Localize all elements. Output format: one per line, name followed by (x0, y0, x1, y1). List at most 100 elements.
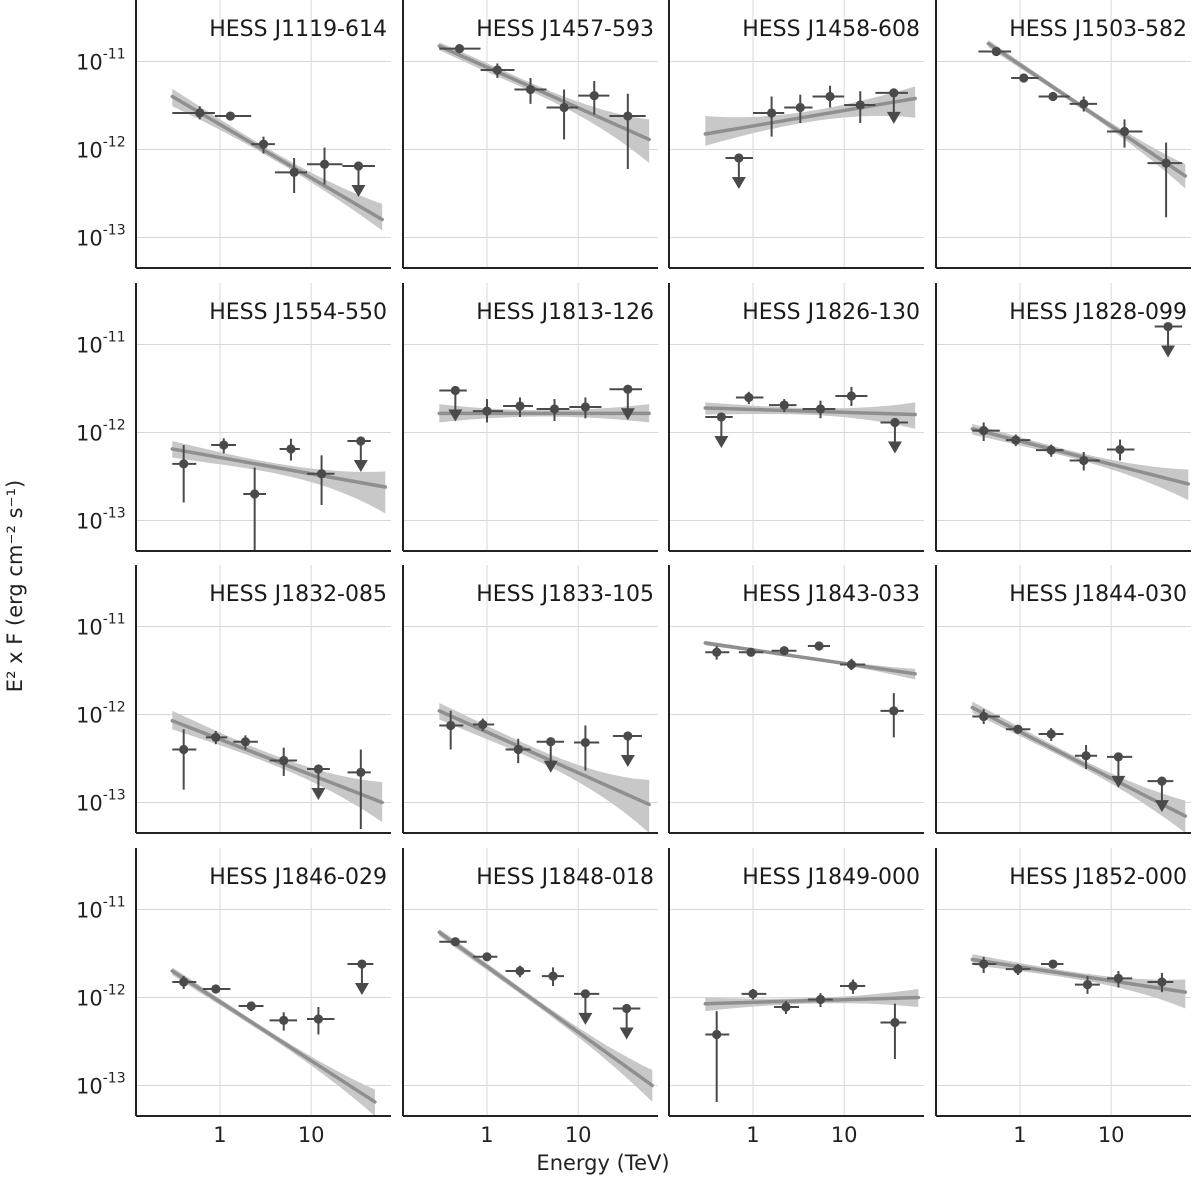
panel-title: HESS J1848-018 (476, 865, 654, 890)
data-point (515, 401, 525, 411)
data-point (622, 1003, 632, 1014)
data-point (1079, 99, 1089, 109)
data-point (548, 971, 558, 981)
data-point (781, 1002, 791, 1012)
data-point (1019, 73, 1029, 83)
y-axis-label: E² x F (erg cm⁻² s⁻¹) (3, 480, 27, 692)
data-point (748, 989, 758, 999)
upper-limit-arrow (354, 983, 369, 996)
data-point (478, 719, 488, 730)
fit-confidence-band (172, 710, 383, 822)
data-point (1082, 980, 1093, 990)
data-point (353, 161, 364, 171)
data-point (580, 737, 591, 748)
data-point (258, 139, 269, 149)
y-tick-label: 10-11 (76, 330, 126, 358)
data-point (279, 755, 289, 766)
panel-title: HESS J1119-614 (209, 17, 387, 42)
data-point (979, 711, 989, 722)
panel-title: HESS J1828-099 (1009, 300, 1187, 325)
data-point (316, 469, 327, 479)
fit-line (170, 969, 377, 1104)
y-tick-label: 10-12 (76, 134, 126, 162)
data-point (889, 88, 899, 98)
upper-limit-arrow (620, 754, 635, 767)
panel-title: HESS J1813-126 (476, 300, 654, 325)
panel: HESS J1828-099 (935, 283, 1191, 552)
fit-line (986, 41, 1188, 178)
data-point (890, 417, 900, 428)
data-point (195, 108, 205, 118)
data-point (744, 392, 754, 403)
panel: HESS J1554-550 10-11 10-12 10-13 (76, 283, 391, 552)
panel: HESS J1826-130 (668, 283, 924, 552)
y-tick-label: 10-13 (76, 1070, 126, 1098)
data-point (1113, 752, 1124, 762)
y-tick-label: 10-12 (76, 982, 126, 1010)
data-point (890, 1017, 900, 1028)
data-point (246, 1001, 256, 1011)
data-point (546, 737, 556, 747)
data-point (846, 391, 857, 401)
panel: HESS J1503-582 (935, 0, 1191, 269)
y-tick-label: 10-13 (76, 787, 126, 815)
data-point (855, 100, 865, 110)
fit-confidence-band (172, 441, 386, 514)
data-point (482, 406, 492, 416)
data-point (515, 966, 525, 976)
data-point (1119, 126, 1130, 137)
data-point (795, 102, 805, 113)
upper-limit-arrow (543, 760, 558, 773)
fit-line (703, 96, 917, 136)
upper-limit-arrow (714, 436, 729, 448)
data-point (357, 959, 367, 969)
data-point (179, 744, 189, 755)
x-tick-label: 1 (1013, 1123, 1026, 1147)
data-point (1048, 959, 1058, 969)
data-point (623, 384, 633, 394)
data-point (356, 767, 366, 777)
data-point (716, 412, 726, 422)
data-point (623, 111, 633, 121)
x-tick-label: 10 (298, 1123, 325, 1147)
panel: HESS J1813-126 (402, 283, 658, 552)
data-point (1011, 435, 1021, 445)
data-point (1048, 91, 1058, 102)
y-tick-label: 10-12 (76, 417, 126, 445)
upper-limit-arrow (1111, 775, 1126, 788)
fit-line (170, 94, 384, 222)
upper-limit-arrow (353, 460, 368, 473)
data-point (846, 659, 857, 670)
x-tick-label: 1 (480, 1123, 493, 1147)
panel-title: HESS J1844-030 (1009, 582, 1187, 607)
upper-limit-arrow (887, 441, 902, 454)
panel: HESS J1849-000 1 10 (668, 848, 924, 1147)
data-point (779, 646, 789, 656)
data-point (712, 647, 722, 657)
panel: HESS J1458-608 (668, 0, 924, 269)
panel-title: HESS J1503-582 (1009, 17, 1187, 42)
data-point (319, 159, 330, 169)
data-point (589, 90, 599, 101)
x-tick-label: 10 (831, 1123, 858, 1147)
panel-title: HESS J1458-608 (742, 17, 920, 42)
data-point (1163, 321, 1173, 332)
data-point (525, 84, 536, 95)
upper-limit-arrow (731, 177, 746, 190)
fit-line (703, 995, 921, 1006)
fit-line (970, 705, 1188, 818)
fit-confidence-band (705, 402, 916, 429)
upper-limit-arrow (311, 788, 326, 801)
data-point (1013, 964, 1023, 974)
fit-line (170, 718, 384, 805)
fit-confidence-band (439, 42, 650, 164)
data-point (559, 102, 569, 113)
panel: HESS J1832-085 10-11 10-12 10-13 (76, 565, 391, 834)
upper-limit-arrow (351, 184, 366, 197)
fit-line (437, 709, 651, 807)
upper-limit-arrow (620, 408, 635, 421)
fit-line (437, 44, 651, 142)
data-point (250, 489, 260, 499)
x-tick-label: 10 (565, 1123, 592, 1147)
